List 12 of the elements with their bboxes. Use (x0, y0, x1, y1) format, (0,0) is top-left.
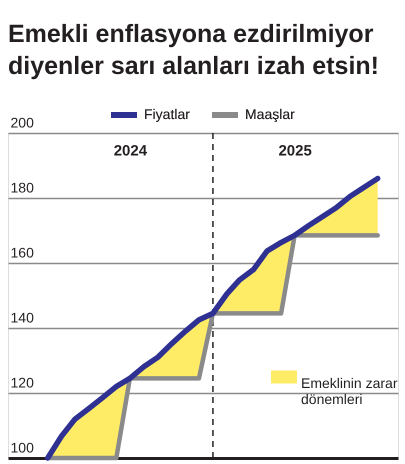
y-tick-label: 140 (10, 310, 34, 326)
legend-label: Fiyatlar (144, 106, 190, 122)
y-tick-label: 100 (10, 440, 34, 456)
y-tick-label: 160 (10, 244, 34, 260)
legend-label: Maaşlar (245, 106, 296, 122)
y-tick-label: 180 (10, 180, 34, 196)
x-tick-label: 2024 (114, 142, 148, 160)
y-tick-label: 200 (10, 114, 34, 130)
y-tick-label: 120 (10, 374, 34, 390)
chart-title: Emekli enflasyona ezdirilmiyor diyenler sarı alanları izah etsin! (8, 20, 379, 80)
legend-label: Emeklinin zarar dönemleri (301, 375, 398, 407)
x-tick-label: 2025 (278, 142, 312, 160)
